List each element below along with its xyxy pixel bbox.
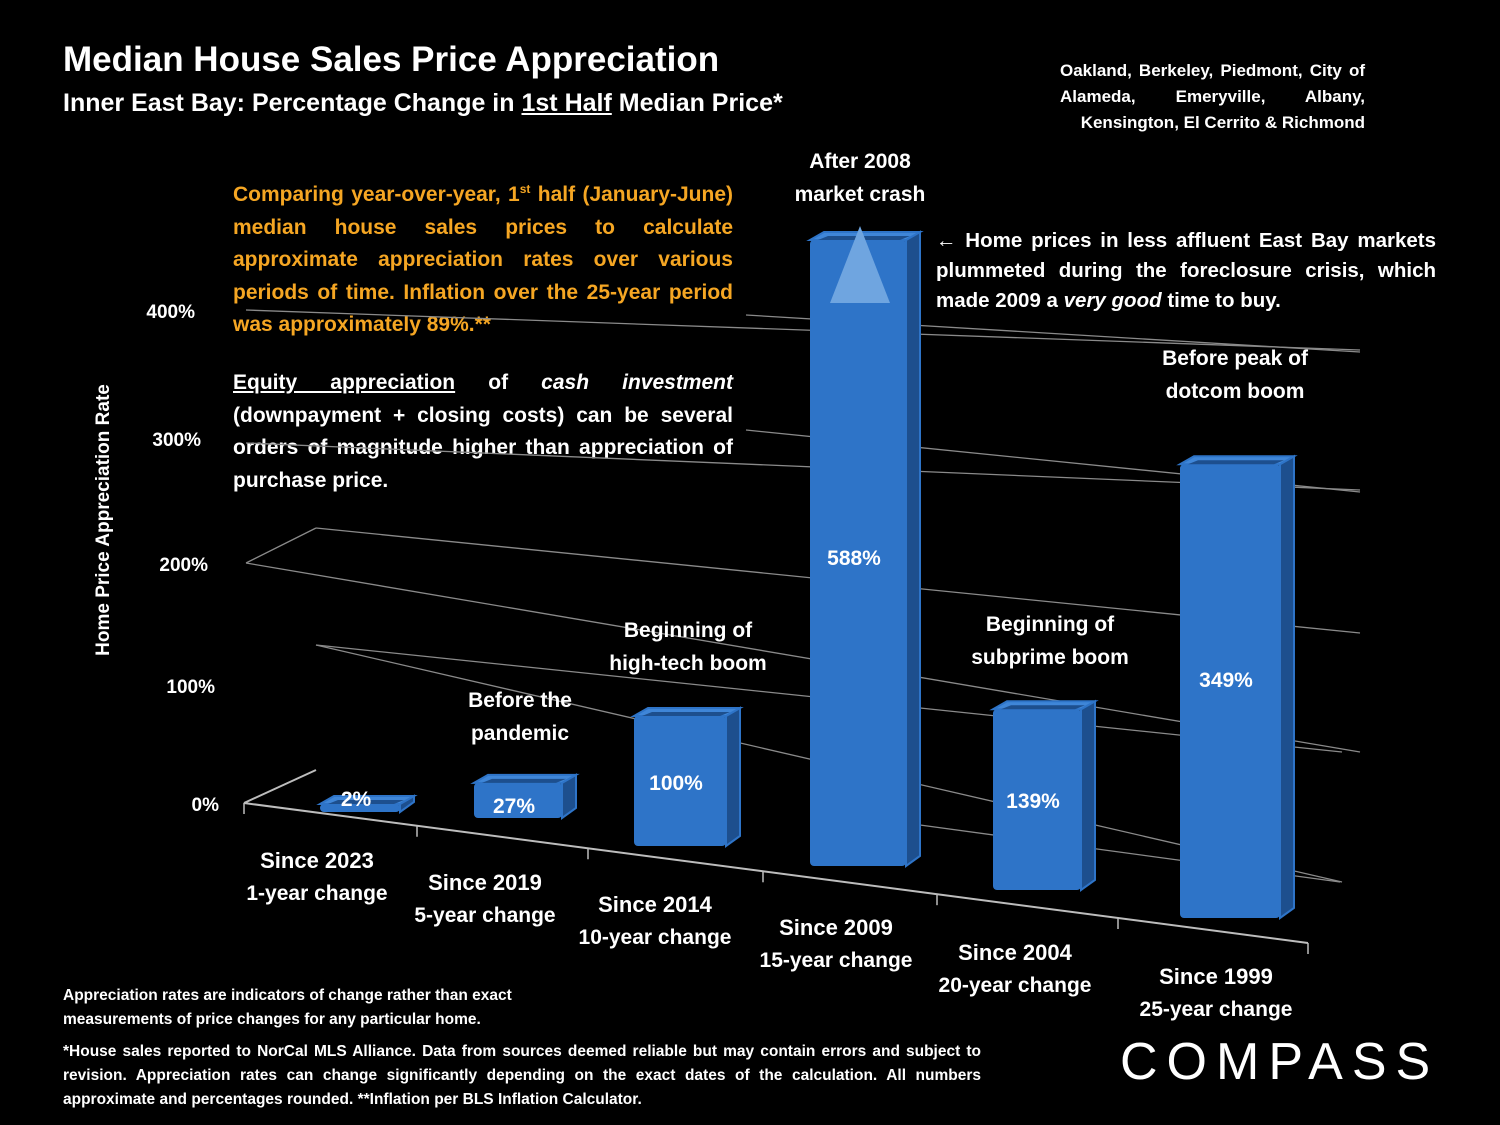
y-tick-label: 100%: [166, 677, 215, 698]
crash-note: ← Home prices in less affluent East Bay …: [936, 226, 1436, 316]
bar-4: [993, 709, 1081, 890]
x-category-sublabel: 5-year change: [414, 904, 555, 927]
x-category-label: Since 2014: [598, 892, 713, 917]
bar-group-4: 139%: [989, 699, 1099, 892]
bar-1: [474, 782, 562, 818]
gridline-2: [245, 562, 1361, 753]
bar-annotation-sub: subprime boom: [971, 646, 1129, 669]
bar-annotation: Beginning of: [624, 619, 753, 642]
bar-annotation-sub: pandemic: [471, 722, 569, 745]
bar-group-2: 100%: [630, 706, 744, 848]
bar-group-1: 27%: [470, 773, 580, 820]
x-category-sublabel: 1-year change: [246, 882, 387, 905]
bar-value-label: 2%: [341, 788, 372, 811]
bar-group-3: 588%: [806, 230, 924, 868]
subtitle-underlined: 1st Half: [521, 89, 612, 117]
bar-side-5: [1279, 454, 1295, 920]
x-category-sublabel: 20-year change: [939, 974, 1092, 997]
bar-3: [810, 240, 906, 866]
clipped-arrow-icon: [830, 226, 890, 303]
bar-value-label: 349%: [1199, 669, 1253, 692]
bar-top-inner-0: [328, 800, 404, 804]
x-category-label: Since 2009: [779, 915, 893, 940]
x-category-sublabel: 10-year change: [579, 926, 732, 949]
intro-sup: st: [519, 182, 531, 196]
bar-annotation: Beginning of: [986, 613, 1115, 636]
subtitle-pre: Inner East Bay: Percentage Change in: [63, 89, 522, 117]
gridline-200-left: [245, 527, 317, 564]
crash-note-post: time to buy.: [1161, 289, 1281, 312]
y-tick-label: 300%: [152, 430, 201, 451]
intro-post: half (January-June) median house sales p…: [233, 183, 733, 336]
y-axis-label: Home Price Appreciation Rate: [93, 384, 114, 656]
equity-underlined: Equity appreciation: [233, 371, 456, 394]
intro-pre: Comparing year-over-year, 1: [233, 183, 520, 206]
x-category-label: Since 2019: [428, 870, 542, 895]
x-axis-depth: [243, 769, 317, 804]
y-tick-label: 400%: [146, 302, 195, 323]
bar-top-inner-4: [1001, 705, 1085, 710]
footnote-appreciation: Appreciation rates are indicators of cha…: [63, 987, 512, 1028]
bar-top-inner-5: [1188, 460, 1284, 465]
x-category-label: Since 2023: [260, 848, 374, 873]
x-category-sublabel: 15-year change: [760, 949, 913, 972]
bar-value-label: 588%: [827, 547, 881, 570]
equity-mid: of: [455, 371, 542, 394]
compass-logo: COMPASS: [1120, 1033, 1440, 1091]
bar-group-0: 2%: [316, 788, 418, 814]
subtitle-post: Median Price*: [611, 89, 783, 117]
bar-5: [1180, 464, 1280, 918]
bar-group-5: 349%: [1176, 454, 1298, 920]
bar-annotation-sub: high-tech boom: [609, 652, 766, 675]
bar-value-label: 27%: [493, 795, 535, 818]
crash-note-italic: very good: [1063, 289, 1162, 312]
bar-annotation: Before the: [468, 689, 572, 712]
chart-subtitle: Inner East Bay: Percentage Change in 1st…: [63, 88, 783, 118]
y-tick-label: 200%: [159, 555, 208, 576]
bar-annotation: After 2008: [809, 150, 911, 173]
x-category-label: Since 1999: [1159, 964, 1273, 989]
bar-value-label: 100%: [649, 772, 703, 795]
gridline-3: [245, 442, 1361, 491]
bar-2: [634, 716, 726, 846]
region-list: Oakland, Berkeley, Piedmont, City of Ala…: [1060, 61, 1365, 132]
gridline-4: [245, 309, 1361, 351]
bar-annotation: Before peak of: [1162, 347, 1309, 370]
bar-side-2: [725, 706, 741, 848]
x-category-label: Since 2004: [958, 940, 1073, 965]
y-tick-label: 0%: [192, 795, 220, 816]
equity-post: (downpayment + closing costs) can be sev…: [233, 403, 733, 492]
bar-annotation-sub: market crash: [795, 183, 926, 206]
bar-top-inner-2: [642, 712, 730, 716]
bar-annotation-sub: dotcom boom: [1166, 380, 1305, 403]
footnote-sources: *House sales reported to NorCal MLS Alli…: [63, 1043, 981, 1108]
bar-top-inner-1: [482, 778, 566, 783]
equity-italic: cash investment: [541, 371, 733, 394]
bar-side-4: [1080, 699, 1096, 892]
x-category-sublabel: 25-year change: [1140, 998, 1293, 1021]
bar-0: [320, 804, 400, 812]
x-axis-line: [243, 802, 1309, 944]
crash-note-pre: ← Home prices in less affluent East Bay …: [936, 229, 1436, 312]
bar-value-label: 139%: [1006, 790, 1060, 813]
chart-title: Median House Sales Price Appreciation: [63, 40, 720, 79]
intro-paragraph: Comparing year-over-year, 1st half (Janu…: [233, 173, 733, 342]
equity-paragraph: Equity appreciation of cash investment (…: [233, 367, 733, 497]
bar-side-3: [905, 230, 921, 868]
